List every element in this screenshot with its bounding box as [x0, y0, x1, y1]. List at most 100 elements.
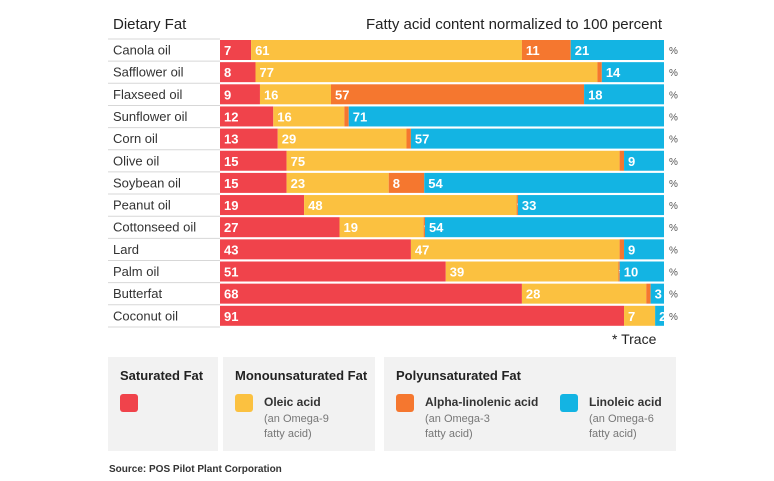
- legend-oleic-sub2: fatty acid): [264, 428, 312, 440]
- chart-title-left: Dietary Fat: [113, 16, 187, 33]
- data-label: 19: [224, 198, 238, 213]
- bar-segment: [570, 40, 664, 60]
- data-label: 23: [291, 176, 305, 191]
- percent-label: %: [669, 112, 678, 123]
- category-label: Peanut oil: [113, 198, 171, 213]
- data-label: 39: [450, 265, 464, 280]
- bar-segment: [521, 40, 571, 60]
- bar-segment: [286, 150, 620, 171]
- bar-segment: [516, 195, 518, 216]
- data-label: 18: [588, 87, 602, 102]
- data-label: 54: [428, 176, 443, 191]
- data-label: 12: [224, 109, 238, 124]
- percent-label: %: [669, 157, 678, 168]
- data-label: 15: [224, 154, 238, 169]
- bar-segment: [304, 195, 517, 216]
- bar-segment: [220, 195, 305, 216]
- bar-segment: [619, 239, 625, 260]
- data-label: 13: [224, 132, 238, 147]
- legend-linoleic-sub2: fatty acid): [589, 428, 637, 440]
- bar-segment: [521, 283, 647, 304]
- legend-poly-box: Polyunsaturated Fat Alpha-linolenic acid…: [384, 357, 676, 451]
- bar-segment: [624, 150, 664, 171]
- category-label: Corn oil: [113, 131, 158, 146]
- bar-segment: [445, 261, 619, 282]
- bar-segment: [619, 150, 625, 171]
- data-label: 54: [429, 220, 444, 235]
- legend-alpha-label: Alpha-linolenic acid: [425, 395, 539, 409]
- bar-segment: [618, 261, 620, 282]
- bar-segment: [220, 84, 260, 105]
- data-label: 48: [308, 198, 322, 213]
- category-label: Butterfat: [113, 286, 163, 301]
- legend-linoleic-sub1: (an Omega-6: [589, 413, 654, 425]
- bar-segment: [273, 106, 345, 127]
- category-label: Safflower oil: [113, 65, 184, 80]
- bar-segment: [517, 195, 664, 216]
- bar-segment: [255, 62, 598, 83]
- data-label: 57: [415, 132, 429, 147]
- percent-label: %: [669, 135, 678, 146]
- category-label: Coconut oil: [113, 308, 178, 323]
- bar-segment: [348, 106, 664, 127]
- bar-segment: [220, 150, 287, 171]
- bar-segment: [619, 261, 664, 282]
- category-label: Palm oil: [113, 264, 159, 279]
- percent-label: %: [669, 290, 678, 301]
- data-label: 9: [628, 242, 635, 257]
- category-label: Canola oil: [113, 43, 171, 58]
- data-label: 75: [291, 154, 305, 169]
- bar-segment: [655, 305, 664, 326]
- legend-mono-box: Monounsaturated Fat Oleic acid (an Omega…: [223, 357, 375, 451]
- bar-segment: [220, 40, 252, 60]
- bar-segment: [344, 106, 349, 127]
- bar-segment: [220, 128, 278, 149]
- data-label: 91: [224, 309, 238, 324]
- bar-segment: [624, 239, 664, 260]
- bar-segment: [331, 84, 585, 105]
- legend-oleic-swatch: [235, 394, 253, 412]
- legend-alpha-sub1: (an Omega-3: [425, 413, 490, 425]
- bar-segment: [220, 283, 522, 304]
- bar-segment: [220, 239, 411, 260]
- percent-label: %: [669, 312, 678, 323]
- bar-segment: [259, 84, 331, 105]
- bar-segment: [286, 172, 389, 193]
- data-label: 16: [264, 87, 278, 102]
- bar-segment: [424, 172, 664, 193]
- percent-label: %: [669, 201, 678, 212]
- bar-segment: [624, 305, 656, 326]
- data-label: 8: [393, 176, 400, 191]
- bar-segment: [220, 261, 446, 282]
- data-label: 61: [255, 43, 269, 58]
- data-label: 7: [224, 43, 231, 58]
- data-label: 71: [353, 109, 367, 124]
- legend-mono-title: Monounsaturated Fat: [235, 368, 368, 383]
- bar-segment: [601, 62, 664, 83]
- legend-linoleic-label: Linoleic acid: [589, 395, 662, 409]
- data-label: 9: [224, 87, 231, 102]
- trace-footnote: * Trace: [612, 331, 657, 347]
- bar-segment: [423, 217, 425, 238]
- data-label: 14: [606, 65, 621, 80]
- data-label: 27: [224, 220, 238, 235]
- data-label: 16: [277, 109, 291, 124]
- category-label: Sunflower oil: [113, 109, 188, 124]
- data-label: 47: [415, 242, 429, 257]
- legend-oleic-label: Oleic acid: [264, 395, 321, 409]
- percent-label: %: [669, 90, 678, 101]
- bar-segment: [410, 239, 620, 260]
- percent-label: %: [669, 268, 678, 279]
- bar-segment: [424, 217, 664, 238]
- data-label: 10: [624, 265, 638, 280]
- legend-saturated-swatch: [120, 394, 138, 412]
- bar-segment: [251, 40, 522, 60]
- data-label: 77: [260, 65, 274, 80]
- bar-segment: [650, 283, 664, 304]
- bar-segment: [339, 217, 424, 238]
- category-label: Lard: [113, 242, 139, 257]
- bar-segment: [220, 172, 287, 193]
- bar-segment: [220, 305, 625, 326]
- legend-saturated-title: Saturated Fat: [120, 368, 204, 383]
- chart-title-right: Fatty acid content normalized to 100 per…: [366, 16, 663, 33]
